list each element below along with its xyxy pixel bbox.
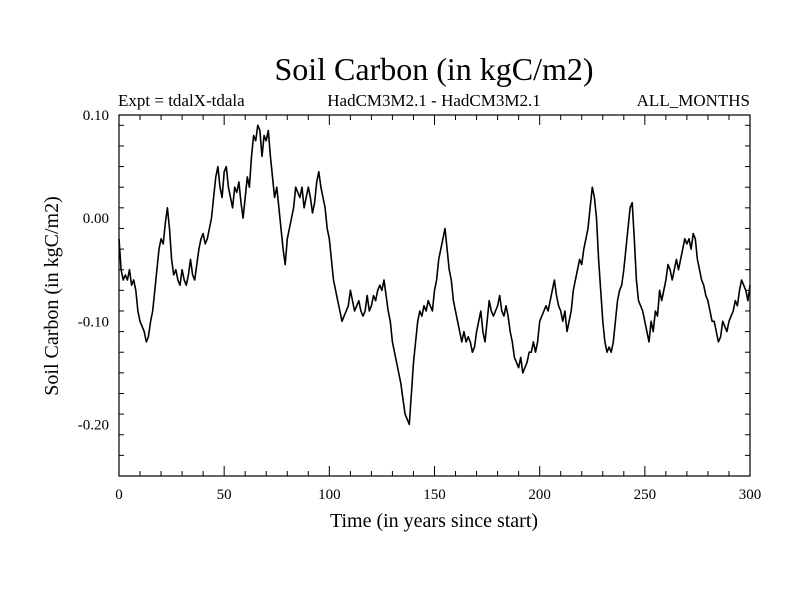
chart-title: Soil Carbon (in kgC/m2) bbox=[274, 51, 593, 87]
y-tick-label: 0.10 bbox=[83, 108, 109, 124]
x-tick-label: 250 bbox=[634, 487, 657, 503]
soil-carbon-series-line bbox=[118, 124, 751, 426]
x-tick-label: 50 bbox=[217, 487, 232, 503]
x-tick-label: 300 bbox=[739, 487, 762, 503]
chart-series bbox=[118, 124, 751, 426]
model-comparison-label: HadCM3M2.1 - HadCM3M2.1 bbox=[327, 91, 540, 110]
x-tick-label: 200 bbox=[528, 487, 551, 503]
x-tick-label: 100 bbox=[318, 487, 341, 503]
y-tick-label: 0.00 bbox=[83, 211, 109, 227]
y-axis-label: Soil Carbon (in kgC/m2) bbox=[41, 196, 63, 395]
experiment-label: Expt = tdalX-tdala bbox=[118, 91, 245, 110]
months-label: ALL_MONTHS bbox=[637, 91, 750, 110]
x-axis-label: Time (in years since start) bbox=[330, 510, 538, 532]
y-tick-label: -0.10 bbox=[78, 314, 109, 330]
y-tick-label: -0.20 bbox=[78, 417, 109, 433]
x-tick-label: 150 bbox=[423, 487, 446, 503]
chart-ticks: 0 50 100 150 200 250 300 0.10 0.00 -0.10 -0.20 bbox=[78, 108, 762, 503]
x-tick-label: 0 bbox=[115, 487, 123, 503]
